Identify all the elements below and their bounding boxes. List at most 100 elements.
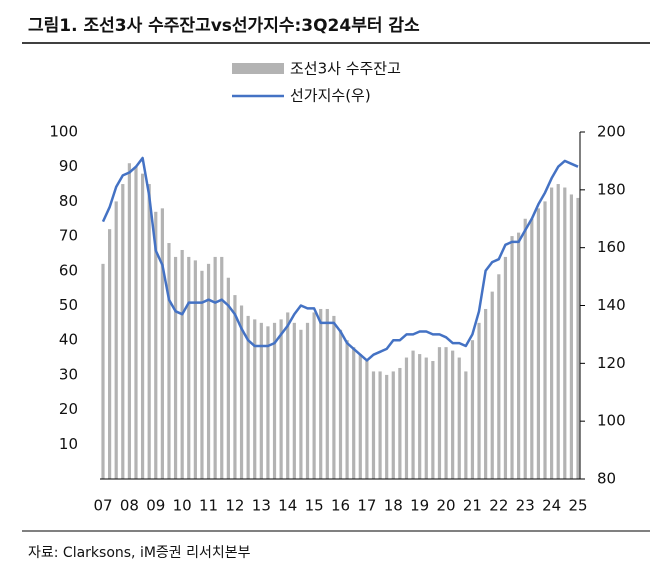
bar [114,201,118,479]
bar [167,243,171,479]
bar [279,319,283,479]
y-tick-label: 80 [59,192,78,210]
bar [484,308,488,479]
bar [543,201,547,479]
x-tick-label: 24 [542,497,561,515]
bar [345,340,349,479]
bar [517,232,521,479]
bar [160,208,164,479]
x-tick-label: 16 [331,497,350,515]
y-tick-label: 90 [59,157,78,175]
y2-tick-label: 160 [597,238,626,256]
x-tick-label: 12 [225,497,244,515]
bar [233,295,237,479]
bar [391,371,395,479]
bar [444,347,448,479]
x-tick-label: 20 [437,497,456,515]
bar [385,374,389,479]
x-tick-label: 09 [146,497,165,515]
x-tick-label: 18 [384,497,403,515]
bar [510,236,514,479]
bar [101,263,105,479]
x-tick-label: 15 [305,497,324,515]
y-tick-label: 60 [59,261,78,279]
bar [497,274,501,479]
y-tick-label: 10 [59,435,78,453]
bar [576,197,580,479]
bar [226,277,230,479]
x-tick-label: 21 [463,497,482,515]
bar [193,260,197,479]
y-tick-label: 20 [59,400,78,418]
bar [418,354,422,479]
x-tick-label: 14 [278,497,297,515]
x-tick-label: 22 [489,497,508,515]
bar [292,322,296,479]
bar [140,173,145,479]
bar [154,211,158,479]
x-tick-label: 19 [410,497,429,515]
y2-tick-label: 80 [597,470,616,488]
bar [523,218,527,479]
bar [530,218,534,479]
bar [180,249,184,479]
bar [299,329,303,479]
bar [220,256,224,479]
bar [404,357,409,479]
y-tick-label: 30 [59,365,78,383]
x-tick-label: 10 [173,497,192,515]
bar [411,350,415,479]
bar [319,308,323,479]
legend-swatch [232,63,284,74]
bar [173,256,178,479]
bar [253,319,257,479]
y-tick-label: 100 [49,123,78,141]
x-tick-label: 13 [252,497,271,515]
y-tick-label: 50 [59,296,78,314]
y2-tick-label: 180 [597,180,626,198]
bar [259,322,263,479]
bar [503,256,508,479]
y2-tick-label: 100 [597,412,626,430]
bar [550,187,554,479]
bar [457,357,461,479]
y2-tick-label: 200 [597,123,626,141]
bar [266,326,270,479]
bar [378,371,382,479]
bar [358,354,362,479]
bar [536,208,541,479]
source: 자료: Clarksons, iM증권 리서치본부 [28,545,251,561]
bar [325,308,329,479]
bar [121,184,125,480]
bar [556,184,560,480]
bar [286,312,290,479]
x-tick-label: 17 [357,497,376,515]
bar [187,256,191,479]
bar [437,347,442,479]
bar [464,371,468,479]
y2-tick-label: 140 [597,296,626,314]
bar [490,291,494,479]
x-tick-label: 23 [516,497,535,515]
bar [352,347,356,479]
bar [332,315,336,479]
bar [200,270,204,479]
bar [312,312,316,479]
bar [206,263,211,479]
bar [431,361,435,479]
bar [272,322,277,479]
bar [305,322,310,479]
chart-title: 그림1. 조선3사 수주잔고vs선가지수:3Q24부터 감소 [28,16,420,36]
bar [107,229,112,479]
bar [371,371,376,479]
bar [563,187,567,479]
y-tick-label: 70 [59,227,78,245]
bar [246,315,250,479]
bar [213,256,217,479]
bar [398,367,402,479]
bar [477,322,481,479]
bar [569,194,574,479]
x-tick-label: 07 [93,497,112,515]
line [101,156,579,362]
